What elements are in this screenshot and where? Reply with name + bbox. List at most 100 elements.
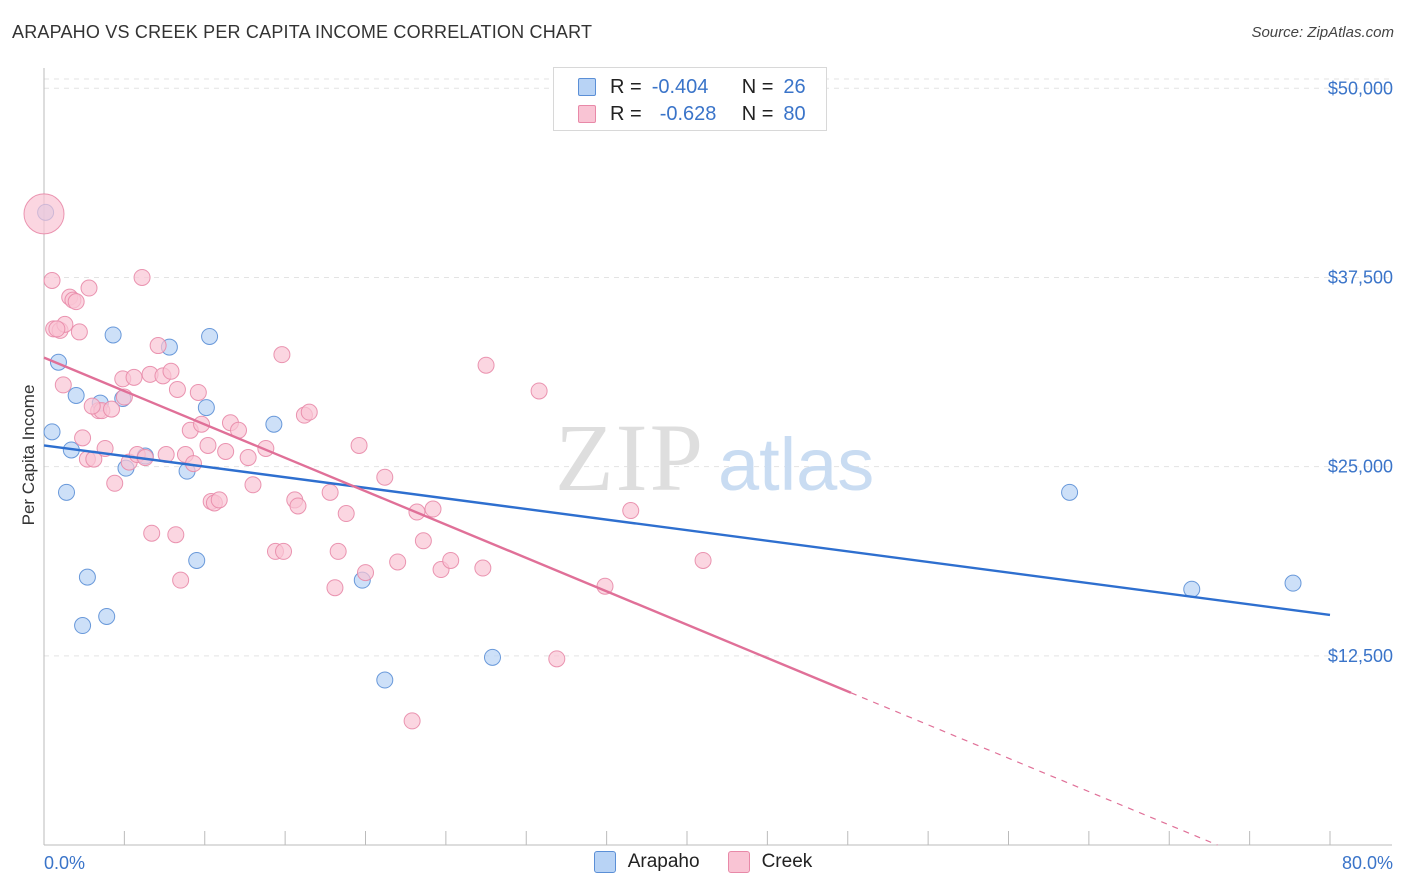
arapaho-point (483, 648, 501, 666)
creek-point (477, 356, 495, 374)
arapaho-point (376, 671, 394, 689)
watermark-zip: ZIP (555, 404, 705, 511)
arapaho-r-label: R = (610, 75, 642, 98)
creek-point (442, 551, 460, 569)
creek-point (403, 712, 421, 730)
creek-point (326, 579, 344, 597)
y-tick-label: $25,000 (1328, 457, 1393, 477)
arapaho-point (104, 326, 122, 344)
arapaho-point (58, 483, 76, 501)
creek-r-label: R = (610, 102, 642, 125)
creek-point (273, 346, 291, 364)
watermark: ZIP atlas (555, 404, 874, 511)
series-legend: Arapaho Creek (0, 851, 1406, 873)
creek-point (189, 383, 207, 401)
arapaho-r-value: -0.404 (651, 75, 709, 98)
creek-point (167, 526, 185, 544)
x-tick-label-min: 0.0% (44, 853, 85, 873)
creek-point (329, 542, 347, 560)
arapaho-trend-line (43, 444, 1331, 617)
arapaho-n-value: 26 (783, 75, 806, 98)
arapaho-point (74, 617, 92, 635)
creek-point (133, 268, 151, 286)
arapaho-point (78, 568, 96, 586)
trend-lines (43, 356, 1331, 846)
y-axis-title: Per Capita Income (19, 385, 38, 526)
creek-point (143, 524, 161, 542)
creek-n-label: N = (741, 102, 774, 125)
creek-point (289, 497, 307, 515)
creek-swatch (578, 105, 596, 123)
creek-point (414, 532, 432, 550)
y-tick-label: $37,500 (1328, 267, 1393, 287)
creek-point (424, 500, 442, 518)
chart-source: Source: ZipAtlas.com (1251, 24, 1394, 41)
creek-point (622, 502, 640, 520)
arapaho-point (98, 607, 116, 625)
stats-legend: R = -0.404 N = 26 R = -0.628 N = 80 (553, 67, 827, 131)
creek-point (217, 443, 235, 460)
creek-r-value: -0.628 (659, 102, 717, 125)
gridlines (44, 78, 1392, 657)
creek-point (67, 293, 85, 311)
watermark-atlas: atlas (718, 423, 874, 506)
series-legend-creek[interactable]: Creek (727, 851, 813, 873)
x-tick-label-max: 80.0% (1342, 853, 1393, 873)
creek-point (350, 436, 368, 454)
arapaho-point (1284, 574, 1302, 592)
creek-point (70, 323, 88, 341)
creek-n-value: 80 (783, 102, 806, 125)
stats-legend-row-creek: R = -0.628 N = 80 (578, 101, 806, 127)
axis-labels: $12,500 $25,000 $37,500 $50,000 0.0% 80.0% Per… (19, 78, 1393, 873)
creek-point (548, 650, 566, 668)
creek-point (199, 436, 217, 454)
arapaho-point (265, 415, 283, 433)
creek-point (43, 271, 61, 289)
chart-title: ARAPAHO VS CREEK PER CAPITA INCOME CORRE… (12, 22, 593, 42)
creek-point (376, 468, 394, 486)
creek-point (168, 380, 186, 398)
creek-point (389, 553, 407, 571)
creek-point (80, 279, 98, 297)
arapaho-legend-swatch (593, 851, 616, 873)
arapaho-point (201, 327, 219, 345)
arapaho-n-label: N = (741, 75, 774, 98)
creek-trend-extension (850, 692, 1218, 846)
creek-legend-label: Creek (761, 851, 813, 872)
creek-point (149, 337, 167, 355)
creek-point (48, 320, 66, 338)
creek-point (357, 564, 374, 582)
y-tick-label: $12,500 (1328, 646, 1393, 666)
creek-point (694, 551, 712, 569)
creek-point (125, 368, 143, 386)
y-tick-label: $50,000 (1328, 78, 1393, 98)
arapaho-legend-label: Arapaho (627, 851, 700, 872)
arapaho-point (188, 551, 206, 569)
creek-point (244, 476, 262, 494)
creek-point (103, 400, 121, 418)
creek-point (321, 483, 339, 501)
creek-point (530, 382, 548, 400)
creek-point (83, 397, 101, 415)
arapaho-point (1061, 483, 1079, 501)
creek-point (474, 559, 492, 577)
arapaho-point (67, 387, 85, 405)
creek-point (300, 403, 318, 421)
creek-point (172, 571, 190, 589)
creek-point (337, 505, 355, 523)
creek-point (74, 429, 92, 447)
creek-point (239, 449, 257, 467)
creek-point (275, 542, 293, 560)
creek-point (162, 362, 180, 380)
arapaho-point (43, 423, 61, 441)
creek-point (106, 474, 124, 492)
creek-legend-swatch (727, 851, 750, 873)
stats-legend-row-arapaho: R = -0.404 N = 26 (578, 74, 806, 100)
arapaho-swatch (578, 78, 596, 96)
arapaho-point (197, 399, 215, 417)
creek-point (23, 193, 65, 235)
series-legend-arapaho[interactable]: Arapaho (593, 851, 700, 873)
creek-trend-line (43, 356, 852, 694)
creek-point (54, 376, 72, 394)
